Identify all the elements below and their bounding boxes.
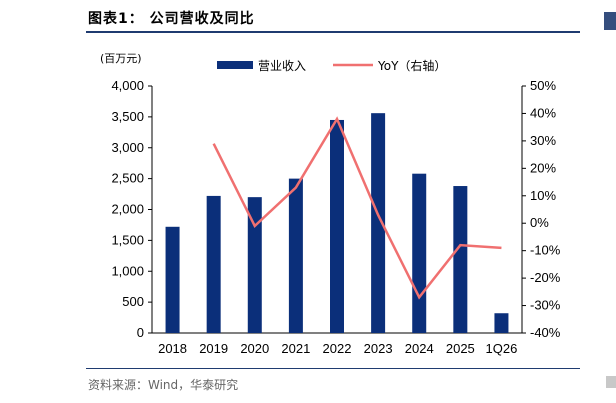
x-tick-label: 2023 xyxy=(364,341,393,356)
revenue-bar xyxy=(330,119,344,334)
revenue-bar xyxy=(247,197,262,333)
legend-bar-label: 营业收入 xyxy=(258,59,306,73)
y-tick-label-left: 2,500 xyxy=(111,171,144,186)
y-tick-label-right: 0% xyxy=(530,215,549,230)
y-tick-label-right: -40% xyxy=(530,325,561,340)
legend-bar-swatch xyxy=(217,61,253,69)
edge-mark xyxy=(604,12,616,30)
x-tick-label: 2020 xyxy=(240,341,269,356)
revenue-bar xyxy=(206,195,221,333)
y-tick-label-right: -30% xyxy=(530,298,561,313)
revenue-bar xyxy=(453,186,468,333)
legend: 营业收入 YoY（右轴） xyxy=(217,58,446,73)
y-tick-label-left: 1,500 xyxy=(111,232,144,247)
x-tick-label: 2021 xyxy=(281,341,310,356)
y-axis-unit: (百万元) xyxy=(100,52,142,65)
y-tick-label-left: 3,500 xyxy=(111,109,144,124)
y-tick-label-left: 500 xyxy=(122,294,144,309)
chart-title: 图表1： 公司营收及同比 xyxy=(88,11,255,27)
y-tick-label-right: -20% xyxy=(530,270,561,285)
y-tick-label-right: 30% xyxy=(530,133,556,148)
y-tick-label-left: 1,000 xyxy=(111,263,144,278)
y-tick-label-left: 0 xyxy=(137,325,144,340)
y-tick-label-left: 4,000 xyxy=(111,78,144,93)
x-tick-label: 2024 xyxy=(405,341,434,356)
y-tick-label-right: 20% xyxy=(530,160,556,175)
y-tick-label-right: -10% xyxy=(530,243,561,258)
title-rule xyxy=(86,31,580,33)
footer-rule xyxy=(86,368,580,369)
revenue-bar xyxy=(288,178,303,333)
x-tick-label: 2018 xyxy=(158,341,187,356)
y-tick-label-right: 40% xyxy=(530,105,556,120)
x-tick-label: 1Q26 xyxy=(486,341,518,356)
revenue-bar xyxy=(412,173,427,333)
yoy-line xyxy=(212,116,502,300)
legend-line-label: YoY（右轴） xyxy=(377,58,446,73)
revenue-bar xyxy=(371,113,386,333)
x-tick-label: 2025 xyxy=(446,341,475,356)
y-tick-label-left: 3,000 xyxy=(111,140,144,155)
y-tick-label-left: 2,000 xyxy=(111,202,144,217)
x-tick-label: 2022 xyxy=(323,341,352,356)
y-tick-label-right: 10% xyxy=(530,188,556,203)
x-tick-label: 2019 xyxy=(199,341,228,356)
source-note: 资料来源：Wind，华泰研究 xyxy=(88,378,239,392)
y-tick-label-right: 50% xyxy=(530,78,556,93)
edge-mark-bottom xyxy=(606,376,616,388)
revenue-bar xyxy=(165,226,180,333)
revenue-bar xyxy=(494,313,509,333)
